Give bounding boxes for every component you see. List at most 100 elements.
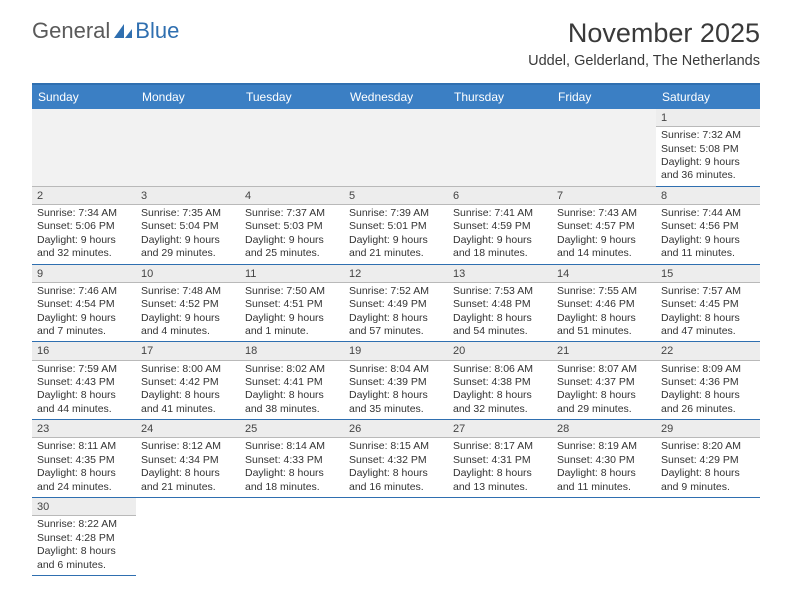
day-cell: 1Sunrise: 7:32 AMSunset: 5:08 PMDaylight… xyxy=(656,109,760,187)
sunset-text: Sunset: 4:29 PM xyxy=(661,454,755,467)
sunrise-text: Sunrise: 8:14 AM xyxy=(245,440,339,453)
sunset-text: Sunset: 4:43 PM xyxy=(37,376,131,389)
sunrise-text: Sunrise: 8:20 AM xyxy=(661,440,755,453)
day-number: 1 xyxy=(656,109,760,127)
sunrise-text: Sunrise: 7:35 AM xyxy=(141,207,235,220)
empty-cell xyxy=(32,109,136,187)
daylight-text: Daylight: 9 hours and 21 minutes. xyxy=(349,234,443,261)
weekday-header-row: SundayMondayTuesdayWednesdayThursdayFrid… xyxy=(32,85,760,109)
day-cell: 16Sunrise: 7:59 AMSunset: 4:43 PMDayligh… xyxy=(32,342,136,420)
sunrise-text: Sunrise: 7:39 AM xyxy=(349,207,443,220)
daylight-text: Daylight: 8 hours and 21 minutes. xyxy=(141,467,235,494)
day-cell: 18Sunrise: 8:02 AMSunset: 4:41 PMDayligh… xyxy=(240,342,344,420)
logo-text-general: General xyxy=(32,18,110,44)
sunset-text: Sunset: 4:49 PM xyxy=(349,298,443,311)
calendar: SundayMondayTuesdayWednesdayThursdayFrid… xyxy=(32,83,760,576)
day-number: 2 xyxy=(32,187,136,205)
sunrise-text: Sunrise: 8:15 AM xyxy=(349,440,443,453)
day-number: 14 xyxy=(552,265,656,283)
weekday-header: Thursday xyxy=(448,85,552,109)
header: General Blue November 2025 Uddel, Gelder… xyxy=(0,0,792,75)
sunrise-text: Sunrise: 7:44 AM xyxy=(661,207,755,220)
sunrise-text: Sunrise: 7:53 AM xyxy=(453,285,547,298)
day-number: 6 xyxy=(448,187,552,205)
day-cell: 27Sunrise: 8:17 AMSunset: 4:31 PMDayligh… xyxy=(448,420,552,498)
sunrise-text: Sunrise: 7:46 AM xyxy=(37,285,131,298)
sunrise-text: Sunrise: 7:48 AM xyxy=(141,285,235,298)
sunset-text: Sunset: 4:42 PM xyxy=(141,376,235,389)
day-number: 19 xyxy=(344,342,448,360)
sunrise-text: Sunrise: 7:34 AM xyxy=(37,207,131,220)
day-number: 29 xyxy=(656,420,760,438)
day-number: 18 xyxy=(240,342,344,360)
day-cell: 25Sunrise: 8:14 AMSunset: 4:33 PMDayligh… xyxy=(240,420,344,498)
day-number: 30 xyxy=(32,498,136,516)
daylight-text: Daylight: 8 hours and 26 minutes. xyxy=(661,389,755,416)
day-cell: 23Sunrise: 8:11 AMSunset: 4:35 PMDayligh… xyxy=(32,420,136,498)
sunrise-text: Sunrise: 8:04 AM xyxy=(349,363,443,376)
sunset-text: Sunset: 4:57 PM xyxy=(557,220,651,233)
sunrise-text: Sunrise: 8:07 AM xyxy=(557,363,651,376)
sunrise-text: Sunrise: 7:55 AM xyxy=(557,285,651,298)
day-cell: 21Sunrise: 8:07 AMSunset: 4:37 PMDayligh… xyxy=(552,342,656,420)
daylight-text: Daylight: 8 hours and 16 minutes. xyxy=(349,467,443,494)
day-number: 5 xyxy=(344,187,448,205)
day-number: 12 xyxy=(344,265,448,283)
logo: General Blue xyxy=(32,18,179,44)
weekday-header: Monday xyxy=(136,85,240,109)
sunset-text: Sunset: 4:56 PM xyxy=(661,220,755,233)
day-cell: 28Sunrise: 8:19 AMSunset: 4:30 PMDayligh… xyxy=(552,420,656,498)
daylight-text: Daylight: 8 hours and 38 minutes. xyxy=(245,389,339,416)
sunset-text: Sunset: 4:35 PM xyxy=(37,454,131,467)
day-cell: 29 Sunrise: 8:20 AMSunset: 4:29 PMDayligh… xyxy=(656,420,760,498)
empty-cell xyxy=(344,109,448,187)
day-cell: 6Sunrise: 7:41 AMSunset: 4:59 PMDaylight… xyxy=(448,187,552,265)
day-cell: 15Sunrise: 7:57 AMSunset: 4:45 PMDayligh… xyxy=(656,265,760,343)
daylight-text: Daylight: 9 hours and 4 minutes. xyxy=(141,312,235,339)
daylight-text: Daylight: 8 hours and 9 minutes. xyxy=(661,467,755,494)
sunrise-text: Sunrise: 7:57 AM xyxy=(661,285,755,298)
daylight-text: Daylight: 8 hours and 47 minutes. xyxy=(661,312,755,339)
sunset-text: Sunset: 5:06 PM xyxy=(37,220,131,233)
sunrise-text: Sunrise: 8:06 AM xyxy=(453,363,547,376)
empty-cell xyxy=(448,109,552,187)
day-number: 24 xyxy=(136,420,240,438)
day-cell: 22Sunrise: 8:09 AMSunset: 4:36 PMDayligh… xyxy=(656,342,760,420)
day-cell: 2 Sunrise: 7:34 AMSunset: 5:06 PMDaylight… xyxy=(32,187,136,265)
sunrise-text: Sunrise: 8:19 AM xyxy=(557,440,651,453)
sunrise-text: Sunrise: 7:37 AM xyxy=(245,207,339,220)
calendar-grid: 1Sunrise: 7:32 AMSunset: 5:08 PMDaylight… xyxy=(32,109,760,576)
day-number: 8 xyxy=(656,187,760,205)
day-cell: 30Sunrise: 8:22 AMSunset: 4:28 PMDayligh… xyxy=(32,498,136,576)
sunset-text: Sunset: 4:36 PM xyxy=(661,376,755,389)
daylight-text: Daylight: 8 hours and 24 minutes. xyxy=(37,467,131,494)
empty-cell xyxy=(136,109,240,187)
day-cell: 20Sunrise: 8:06 AMSunset: 4:38 PMDayligh… xyxy=(448,342,552,420)
sunset-text: Sunset: 4:28 PM xyxy=(37,532,131,545)
daylight-text: Daylight: 9 hours and 32 minutes. xyxy=(37,234,131,261)
day-number: 13 xyxy=(448,265,552,283)
day-cell: 9Sunrise: 7:46 AMSunset: 4:54 PMDaylight… xyxy=(32,265,136,343)
daylight-text: Daylight: 8 hours and 11 minutes. xyxy=(557,467,651,494)
day-cell: 26Sunrise: 8:15 AMSunset: 4:32 PMDayligh… xyxy=(344,420,448,498)
sunrise-text: Sunrise: 8:22 AM xyxy=(37,518,131,531)
day-number: 3 xyxy=(136,187,240,205)
day-cell: 5 Sunrise: 7:39 AMSunset: 5:01 PMDaylight… xyxy=(344,187,448,265)
daylight-text: Daylight: 8 hours and 54 minutes. xyxy=(453,312,547,339)
day-cell: 7Sunrise: 7:43 AMSunset: 4:57 PMDaylight… xyxy=(552,187,656,265)
sunset-text: Sunset: 4:37 PM xyxy=(557,376,651,389)
sunrise-text: Sunrise: 7:43 AM xyxy=(557,207,651,220)
daylight-text: Daylight: 8 hours and 44 minutes. xyxy=(37,389,131,416)
sunset-text: Sunset: 5:08 PM xyxy=(661,143,755,156)
sunset-text: Sunset: 4:48 PM xyxy=(453,298,547,311)
title-block: November 2025 Uddel, Gelderland, The Net… xyxy=(528,18,760,69)
day-cell: 13 Sunrise: 7:53 AMSunset: 4:48 PMDayligh… xyxy=(448,265,552,343)
daylight-text: Daylight: 9 hours and 11 minutes. xyxy=(661,234,755,261)
sunset-text: Sunset: 5:01 PM xyxy=(349,220,443,233)
sunrise-text: Sunrise: 7:41 AM xyxy=(453,207,547,220)
day-number: 21 xyxy=(552,342,656,360)
sunset-text: Sunset: 4:32 PM xyxy=(349,454,443,467)
daylight-text: Daylight: 8 hours and 41 minutes. xyxy=(141,389,235,416)
sunset-text: Sunset: 4:39 PM xyxy=(349,376,443,389)
daylight-text: Daylight: 8 hours and 13 minutes. xyxy=(453,467,547,494)
